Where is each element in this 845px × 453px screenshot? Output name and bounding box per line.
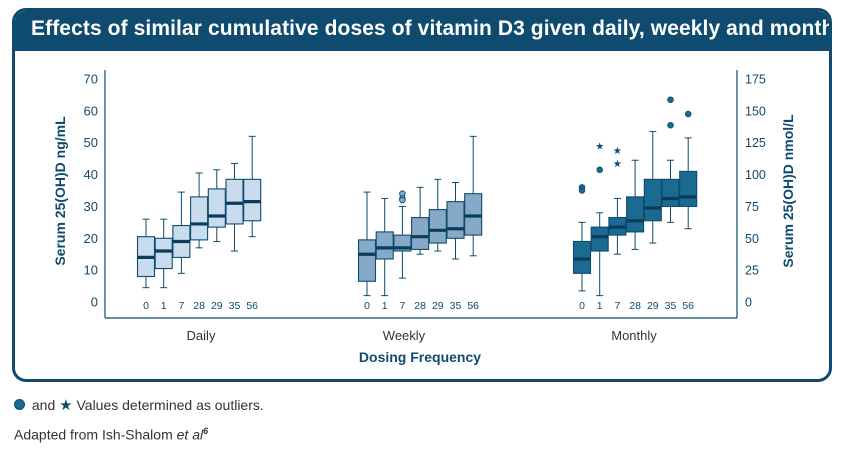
box [626, 196, 645, 233]
group-label: Weekly [383, 328, 426, 343]
day-label: 1 [597, 300, 603, 312]
star-outlier-icon: ★ [59, 397, 73, 414]
box [643, 178, 662, 222]
y2-tick-label: 75 [745, 200, 759, 214]
y-tick-label: 20 [84, 231, 98, 246]
day-label: 56 [246, 300, 258, 312]
day-label: 35 [450, 300, 462, 312]
y-tick-label: 60 [84, 103, 98, 118]
y-tick-label: 50 [84, 135, 98, 150]
day-label: 0 [364, 300, 370, 312]
y2-tick-label: 0 [745, 296, 752, 310]
box [679, 170, 698, 207]
day-label: 0 [579, 300, 585, 312]
day-label: 28 [193, 300, 205, 312]
day-label: 7 [399, 300, 405, 312]
day-label: 1 [382, 300, 388, 312]
credit-italic: et al [176, 426, 204, 443]
box [590, 226, 609, 252]
day-label: 1 [161, 300, 167, 312]
day-label: 29 [647, 300, 659, 312]
box [375, 231, 394, 260]
box [207, 188, 226, 228]
day-label: 56 [682, 300, 694, 312]
y2-tick-label: 100 [745, 168, 766, 182]
y2-axis-title: Serum 25(OH)D nmol/L [780, 114, 796, 268]
day-label: 29 [211, 300, 223, 312]
box [411, 217, 430, 250]
x-axis-title: Dosing Frequency [359, 349, 481, 365]
title-bar: Effects of similar cumulative doses of v… [15, 11, 829, 51]
y2-tick-label: 125 [745, 136, 766, 150]
circle-outlier-icon [14, 399, 25, 410]
source-credit: Adapted from Ish-Shalom et al6 [14, 426, 208, 443]
day-label: 35 [229, 300, 241, 312]
outlier-dot [399, 196, 406, 204]
outlier-dot [667, 96, 674, 103]
box [428, 209, 447, 244]
group-label: Monthly [611, 328, 657, 343]
footnote-and: and [31, 397, 56, 413]
footnote-text: Values determined as outliers. [76, 397, 264, 413]
day-label: 28 [629, 300, 641, 312]
box [154, 237, 173, 270]
day-label: 29 [432, 300, 444, 312]
outlier-footnote: and ★ Values determined as outliers. [14, 396, 264, 414]
y-axis-title: Serum 25(OH)D ng/mL [52, 116, 68, 266]
outlier-star: ★ [613, 159, 622, 170]
day-label: 35 [665, 300, 677, 312]
outlier-dot [578, 187, 586, 194]
credit-prefix: Adapted from Ish-Shalom [14, 426, 177, 443]
day-label: 0 [143, 300, 149, 312]
box [661, 178, 680, 207]
day-label: 7 [178, 300, 184, 312]
box [357, 239, 377, 282]
y-tick-label: 40 [84, 167, 98, 182]
outlier-dot [596, 166, 603, 174]
group-label: Daily [187, 328, 216, 343]
y2-tick-label: 25 [745, 264, 759, 278]
outlier-dot [667, 121, 674, 129]
y2-tick-label: 50 [745, 232, 759, 246]
y2-tick-label: 175 [745, 73, 766, 87]
outlier-star: ★ [613, 146, 622, 157]
y-tick-label: 0 [91, 295, 98, 310]
outlier-dot [684, 110, 692, 118]
y2-tick-label: 150 [745, 104, 766, 118]
chart-title: Effects of similar cumulative doses of v… [31, 17, 832, 40]
box [446, 201, 465, 239]
day-label: 28 [414, 300, 426, 312]
y-tick-label: 30 [84, 199, 98, 214]
day-label: 7 [614, 300, 620, 312]
credit-sup: 6 [203, 426, 209, 436]
y-tick-label: 10 [84, 263, 98, 278]
box [190, 196, 209, 241]
y-tick-label: 70 [84, 72, 98, 87]
day-label: 56 [467, 300, 479, 312]
outlier-star: ★ [595, 141, 604, 152]
